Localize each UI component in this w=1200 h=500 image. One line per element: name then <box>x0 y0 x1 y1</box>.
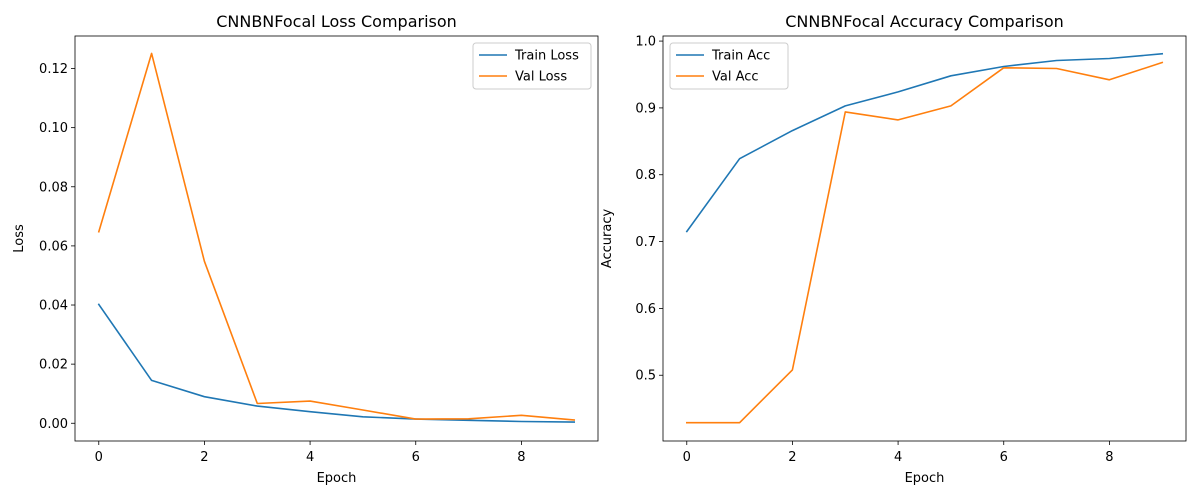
legend-label: Val Acc <box>712 70 759 85</box>
y-tick-label: 0.00 <box>39 417 68 432</box>
loss-chart: 0 2 4 6 8 0.00 0.02 0.04 0.06 0.08 0.10 0.12 CNNBNFo… <box>12 12 599 486</box>
series-line-2 <box>685 61 1164 424</box>
x-axis-title: Epoch <box>317 471 357 486</box>
y-tick-label: 0.06 <box>39 239 68 254</box>
legend: Train Loss Val Loss <box>472 42 592 90</box>
chart-title: CNNBNFocal Loss Comparison <box>216 12 457 31</box>
y-tick-label: 0.10 <box>39 121 68 136</box>
axes-frame <box>662 35 1187 442</box>
chart-title: CNNBNFocal Accuracy Comparison <box>785 12 1064 31</box>
x-tick-label: 2 <box>788 450 796 465</box>
series-line-2 <box>97 52 576 421</box>
x-tick-label: 0 <box>683 450 691 465</box>
axes-frame <box>74 35 599 442</box>
y-tick-label: 0.5 <box>635 369 656 384</box>
x-tick-label: 2 <box>200 450 208 465</box>
x-axis-title: Epoch <box>905 471 945 486</box>
legend-label: Val Loss <box>515 70 567 85</box>
y-tick-label: 0.04 <box>39 299 68 314</box>
x-tick-label: 8 <box>1105 450 1113 465</box>
y-tick-label: 0.9 <box>635 101 656 116</box>
legend-label: Train Acc <box>711 49 770 64</box>
y-tick-label: 0.8 <box>635 168 656 183</box>
x-tick-label: 4 <box>894 450 902 465</box>
series-line-1 <box>97 303 576 423</box>
y-tick-label: 0.7 <box>635 235 656 250</box>
y-tick-label: 1.0 <box>635 35 656 50</box>
y-tick-label: 0.02 <box>39 358 68 373</box>
x-tick-label: 4 <box>306 450 314 465</box>
y-tick-label: 0.6 <box>635 302 656 317</box>
x-tick-label: 6 <box>412 450 420 465</box>
y-tick-label: 0.08 <box>39 180 68 195</box>
accuracy-chart: 0 2 4 6 8 0.5 0.6 0.7 0.8 0.9 1.0 CNNBNFocal Accura… <box>600 12 1187 486</box>
y-axis-title: Accuracy <box>600 209 615 269</box>
x-tick-label: 6 <box>1000 450 1008 465</box>
legend: Train Acc Val Acc <box>669 42 789 90</box>
x-tick-label: 0 <box>95 450 103 465</box>
y-axis-title: Loss <box>12 224 27 253</box>
y-tick-label: 0.12 <box>39 62 68 77</box>
legend-label: Train Loss <box>514 49 579 64</box>
series-line-1 <box>685 52 1164 233</box>
x-tick-label: 8 <box>517 450 525 465</box>
